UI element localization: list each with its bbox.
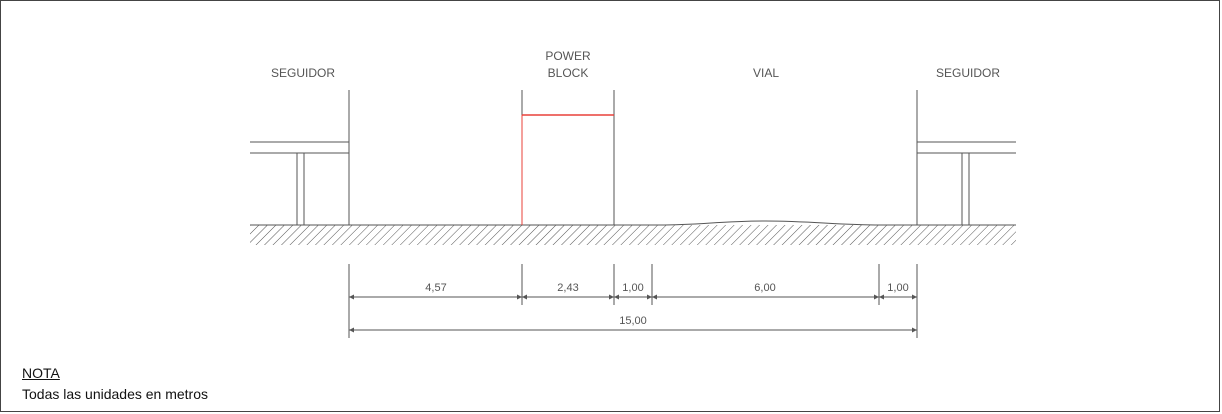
label-power: POWER — [545, 49, 591, 63]
dim-value-1: 4,57 — [425, 282, 446, 294]
note-title: NOTA — [22, 365, 60, 381]
dim-value-total: 15,00 — [619, 315, 647, 327]
dim-value-2: 2,43 — [557, 282, 578, 294]
label-vial: VIAL — [753, 66, 779, 80]
dim-value-5: 1,00 — [887, 282, 908, 294]
ground — [250, 220, 1016, 245]
label-seguidor-left: SEGUIDOR — [271, 66, 335, 80]
road-crown — [659, 220, 1016, 226]
tracker-right — [917, 141, 1016, 225]
dim-value-4: 6,00 — [754, 282, 775, 294]
dimension-lines — [349, 294, 917, 333]
dim-value-3: 1,00 — [622, 282, 643, 294]
ground-hatch — [250, 225, 1016, 245]
label-block: BLOCK — [548, 66, 589, 80]
power-block — [521, 114, 614, 225]
tracker-left — [250, 141, 349, 225]
note-text: Todas las unidades en metros — [22, 386, 208, 402]
label-seguidor-right: SEGUIDOR — [936, 66, 1000, 80]
